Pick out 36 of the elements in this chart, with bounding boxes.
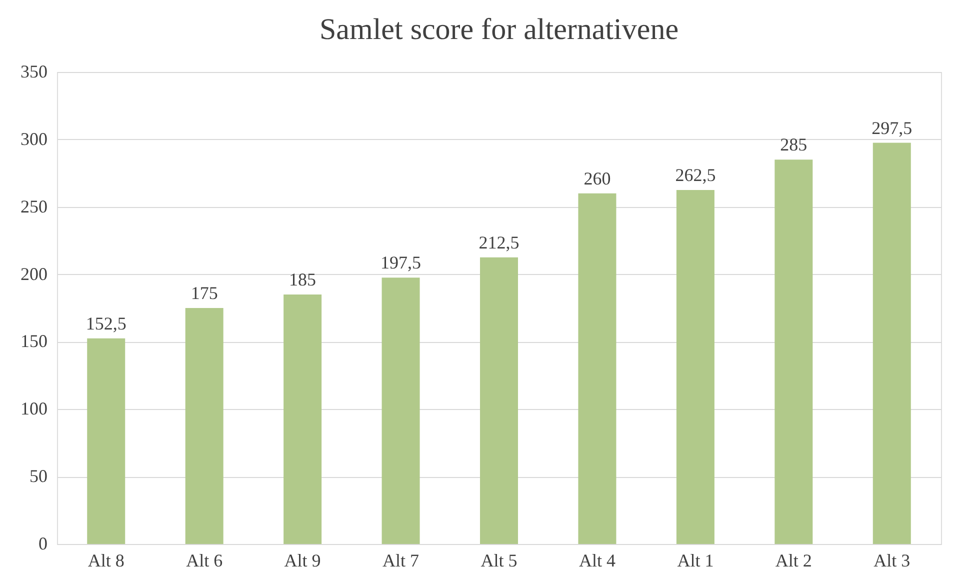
x-tick-label: Alt 8: [88, 550, 124, 570]
bar: [872, 142, 911, 544]
x-tick-label: Alt 4: [578, 550, 616, 570]
bar: [774, 160, 813, 544]
data-label: 185: [289, 270, 316, 290]
data-label: 260: [584, 168, 611, 188]
data-label: 262,5: [675, 165, 716, 185]
data-label: 212,5: [478, 232, 520, 252]
data-label: 197,5: [380, 252, 422, 273]
y-tick-label: 250: [20, 196, 48, 216]
chart-title: Samlet score for alternativene: [319, 13, 679, 46]
bar: [87, 338, 126, 544]
y-tick-label: 350: [20, 62, 48, 82]
data-label: 285: [780, 134, 808, 155]
y-tick-label: 50: [30, 466, 48, 486]
x-tick-label: Alt 6: [186, 550, 223, 570]
y-tick-label: 100: [20, 398, 48, 419]
bar: [185, 308, 224, 544]
x-tick-label: Alt 7: [382, 550, 420, 570]
y-tick-label: 200: [20, 264, 48, 284]
y-tick-label: 300: [20, 128, 48, 149]
x-tick-label: Alt 2: [775, 550, 812, 570]
bar: [578, 193, 616, 544]
data-label: 297,5: [872, 118, 912, 138]
bar: [382, 278, 420, 544]
data-label: 152,5: [86, 313, 126, 334]
x-tick-label: Alt 1: [677, 550, 714, 570]
bar: [676, 190, 714, 544]
bar: [284, 294, 322, 544]
y-tick-label: 150: [20, 331, 48, 352]
x-tick-label: Alt 9: [284, 550, 321, 570]
x-tick-label: Alt 3: [874, 550, 910, 570]
bar: [480, 257, 518, 544]
y-tick-label: 0: [38, 534, 48, 554]
x-tick-label: Alt 5: [480, 550, 518, 570]
data-label: 175: [190, 283, 218, 303]
